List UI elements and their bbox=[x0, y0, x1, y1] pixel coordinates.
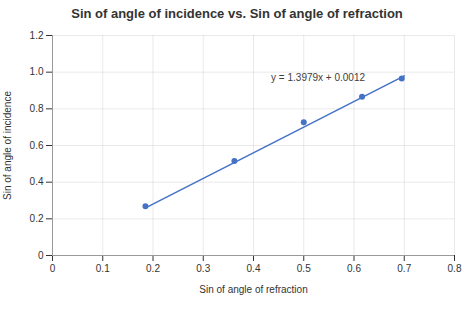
svg-text:Sin of angle of refraction: Sin of angle of refraction bbox=[199, 284, 307, 295]
svg-text:0.4: 0.4 bbox=[247, 263, 261, 274]
svg-text:0.6: 0.6 bbox=[30, 140, 44, 151]
svg-text:0.4: 0.4 bbox=[30, 176, 44, 187]
svg-text:1.2: 1.2 bbox=[30, 30, 44, 41]
svg-text:0.2: 0.2 bbox=[30, 213, 44, 224]
svg-text:0.8: 0.8 bbox=[448, 263, 462, 274]
svg-text:0.6: 0.6 bbox=[347, 263, 361, 274]
svg-text:Sin of angle of incidence: Sin of angle of incidence bbox=[2, 91, 13, 200]
svg-text:0.8: 0.8 bbox=[30, 103, 44, 114]
svg-text:0.3: 0.3 bbox=[196, 263, 210, 274]
svg-text:1.0: 1.0 bbox=[30, 66, 44, 77]
svg-text:0: 0 bbox=[50, 263, 56, 274]
svg-text:0: 0 bbox=[38, 250, 44, 261]
svg-text:0.2: 0.2 bbox=[146, 263, 160, 274]
svg-text:0.7: 0.7 bbox=[397, 263, 411, 274]
svg-text:0.1: 0.1 bbox=[96, 263, 110, 274]
html-text:Sin of angle of incidence vs.: Sin of angle of incidence vs. Sin of ang… bbox=[71, 6, 403, 21]
svg-text:0.5: 0.5 bbox=[297, 263, 311, 274]
svg-text:y = 1.3979x + 0.0012: y = 1.3979x + 0.0012 bbox=[271, 72, 365, 83]
